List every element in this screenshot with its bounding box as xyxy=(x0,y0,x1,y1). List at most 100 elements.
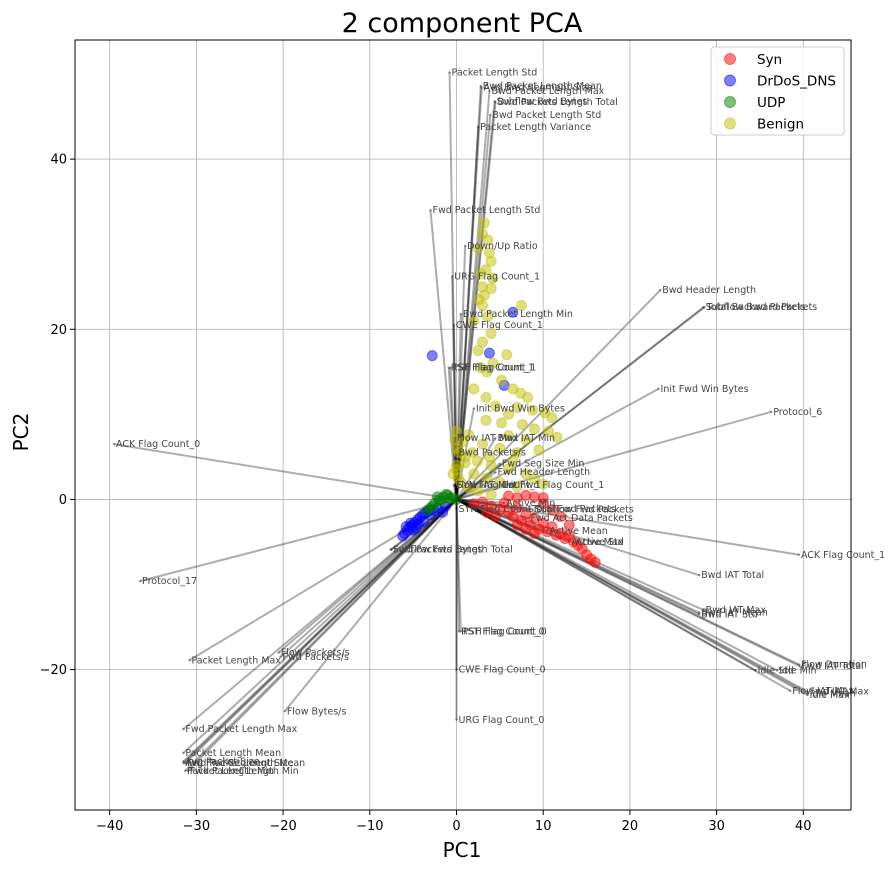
loading-vector xyxy=(184,498,458,764)
loading-arrowhead xyxy=(494,436,498,440)
data-point xyxy=(511,519,523,531)
loading-label: Bwd IAT Std xyxy=(701,609,758,620)
x-tick-label: −20 xyxy=(269,819,296,834)
x-tick-label: 40 xyxy=(795,819,812,834)
loading-label: Bwd Packet Length Std xyxy=(492,110,601,121)
loading-arrowhead xyxy=(277,651,281,655)
loading-label: Flow Bytes/s xyxy=(287,706,347,717)
loading-arrowhead xyxy=(754,668,758,672)
data-point xyxy=(485,282,497,294)
loading-label: Fwd Packets/s xyxy=(282,652,349,663)
loading-vector xyxy=(182,498,458,754)
data-point xyxy=(522,391,534,403)
loading-arrowhead xyxy=(798,664,802,668)
legend: Syn DrDoS_DNS UDP Benign xyxy=(710,46,845,136)
legend-marker xyxy=(724,74,736,87)
loading-arrowhead xyxy=(448,366,452,370)
data-point xyxy=(477,336,489,348)
data-point xyxy=(477,299,489,311)
loading-arrowhead xyxy=(702,608,706,612)
loading-vector xyxy=(455,437,497,500)
loading-label: CWE Flag Count_1 xyxy=(456,320,543,331)
loading-label: Avg Packet Size xyxy=(185,757,259,768)
loading-arrowhead xyxy=(702,305,706,309)
loading-label: Subflow Fwd Bytes xyxy=(393,545,483,556)
data-point xyxy=(529,527,541,539)
loading-label: Avg Fwd Segment Size xyxy=(185,758,293,769)
data-point xyxy=(551,431,563,443)
loading-label: Init Fwd Win Bytes xyxy=(661,384,749,395)
loading-vector xyxy=(456,498,809,697)
loading-label: Idle Min xyxy=(779,665,816,676)
loading-arrowhead xyxy=(450,275,454,279)
loading-label: Total Backward Packets xyxy=(705,302,817,313)
data-point xyxy=(444,493,456,505)
loading-label: Fwd Packet Length Max xyxy=(185,724,297,735)
loading-vector xyxy=(455,306,706,501)
loading-vector xyxy=(182,498,458,763)
loading-vector xyxy=(455,498,791,692)
loading-label: Bwd IAT Total xyxy=(701,570,764,581)
data-point xyxy=(520,468,532,480)
legend-marker xyxy=(724,117,736,130)
loading-vector xyxy=(184,498,458,772)
loading-label: URG Flag Count_1 xyxy=(454,272,540,283)
loading-arrowhead xyxy=(472,406,476,410)
loading-arrowhead xyxy=(187,658,191,662)
data-point xyxy=(516,299,528,311)
loading-label: Init Bwd Win Bytes xyxy=(476,403,565,414)
loading-arrowhead xyxy=(494,100,498,104)
data-point xyxy=(478,217,490,229)
loading-label: Fwd Header Length xyxy=(498,467,591,478)
loading-label: Init Fwd Flag Count_1 xyxy=(502,480,604,491)
data-point xyxy=(485,255,497,267)
loading-label: Bwd Header Length xyxy=(662,285,756,296)
data-point xyxy=(563,519,575,531)
loading-vectors xyxy=(112,70,810,773)
loading-arrowhead xyxy=(453,483,457,487)
loading-arrowhead xyxy=(181,760,185,764)
loading-arrowhead xyxy=(702,305,706,309)
loading-label: Flow IAT Min xyxy=(456,480,515,491)
loading-vector xyxy=(455,114,492,500)
data-point xyxy=(589,556,601,568)
data-point xyxy=(511,447,523,459)
loading-arrowhead xyxy=(806,693,810,697)
data-point xyxy=(529,423,541,435)
loading-label: RST Flag Count_1 xyxy=(451,363,534,374)
data-points xyxy=(397,217,601,568)
loading-vector xyxy=(182,498,458,730)
loading-vector xyxy=(456,410,772,501)
loading-label: Active Std xyxy=(576,537,624,548)
data-point xyxy=(482,234,494,246)
loading-label: Bwd Packet Length Max xyxy=(491,86,604,97)
loading-vector xyxy=(187,498,458,772)
grid xyxy=(75,40,851,810)
data-point xyxy=(471,455,483,467)
loading-label: CWE Flag Count_0 xyxy=(458,665,545,676)
loading-label: Idle Std xyxy=(758,665,794,676)
loading-label: Bwd Packets/s xyxy=(458,448,526,459)
data-point xyxy=(405,517,417,529)
data-point xyxy=(494,442,506,454)
loading-arrowhead xyxy=(476,125,480,129)
loading-arrowhead xyxy=(183,761,187,765)
legend-box xyxy=(710,46,845,136)
legend-marker xyxy=(724,96,736,108)
legend-label: Syn xyxy=(757,52,782,68)
y-tick-label: 20 xyxy=(50,323,67,338)
loading-label: Flow Packets/s xyxy=(281,648,350,659)
loading-arrowhead xyxy=(428,208,432,212)
x-tick-label: 20 xyxy=(622,819,639,834)
loading-label: Subflow Bwd Packets xyxy=(706,302,806,313)
loading-vector xyxy=(456,498,801,668)
loading-arrowhead xyxy=(459,629,463,633)
loading-arrowhead xyxy=(457,629,461,633)
data-point xyxy=(421,505,433,517)
legend-label: DrDoS_DNS xyxy=(757,74,836,90)
loading-vector xyxy=(456,498,809,693)
loading-label: RST Flag Count_0 xyxy=(461,626,544,637)
data-point xyxy=(516,419,528,431)
data-point xyxy=(466,447,478,459)
